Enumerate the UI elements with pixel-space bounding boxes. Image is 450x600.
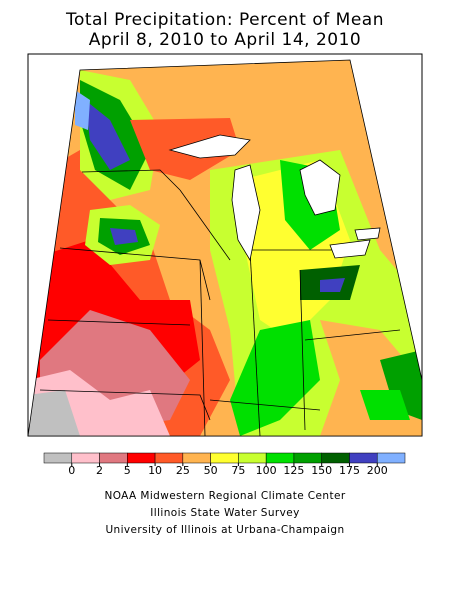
legend-tick-label: 125 [283, 464, 305, 477]
legend-swatch [349, 452, 378, 464]
legend-swatch [293, 452, 322, 464]
legend-swatch [182, 452, 211, 464]
map-title-line1: Total Precipitation: Percent of Mean [66, 10, 384, 30]
legend-swatch [43, 452, 73, 464]
legend-tick-label: 5 [123, 464, 131, 477]
legend-swatch [127, 452, 156, 464]
legend-swatch [71, 452, 100, 464]
legend-tick-label: 25 [175, 464, 190, 477]
credit-line-2: Illinois State Water Survey [150, 507, 300, 519]
legend-tick-label: 10 [148, 464, 163, 477]
legend-tick-label: 0 [68, 464, 76, 477]
legend-tick-label: 100 [255, 464, 277, 477]
legend-swatch [154, 452, 184, 464]
legend-swatch [376, 452, 406, 464]
map-title-line2: April 8, 2010 to April 14, 2010 [88, 30, 362, 50]
legend-tick-label: 175 [338, 464, 360, 477]
legend-color-bar [43, 452, 406, 466]
legend-swatch [238, 452, 267, 464]
region-outline [27, 59, 423, 437]
legend-tick-label: 150 [311, 464, 333, 477]
state-borders [39, 169, 401, 437]
credit-line-1: NOAA Midwestern Regional Climate Center [104, 490, 346, 502]
legend-tick-label: 50 [203, 464, 218, 477]
legend-swatch [99, 452, 128, 464]
legend-swatch [210, 452, 239, 464]
credit-line-3: University of Illinois at Urbana-Champai… [105, 524, 345, 536]
legend-tick-label: 200 [366, 464, 388, 477]
legend-tick-label: 2 [96, 464, 104, 477]
legend-tick-label: 75 [231, 464, 246, 477]
legend-swatch [265, 452, 295, 464]
great-lakes [168, 134, 381, 262]
legend-swatch [321, 452, 350, 464]
